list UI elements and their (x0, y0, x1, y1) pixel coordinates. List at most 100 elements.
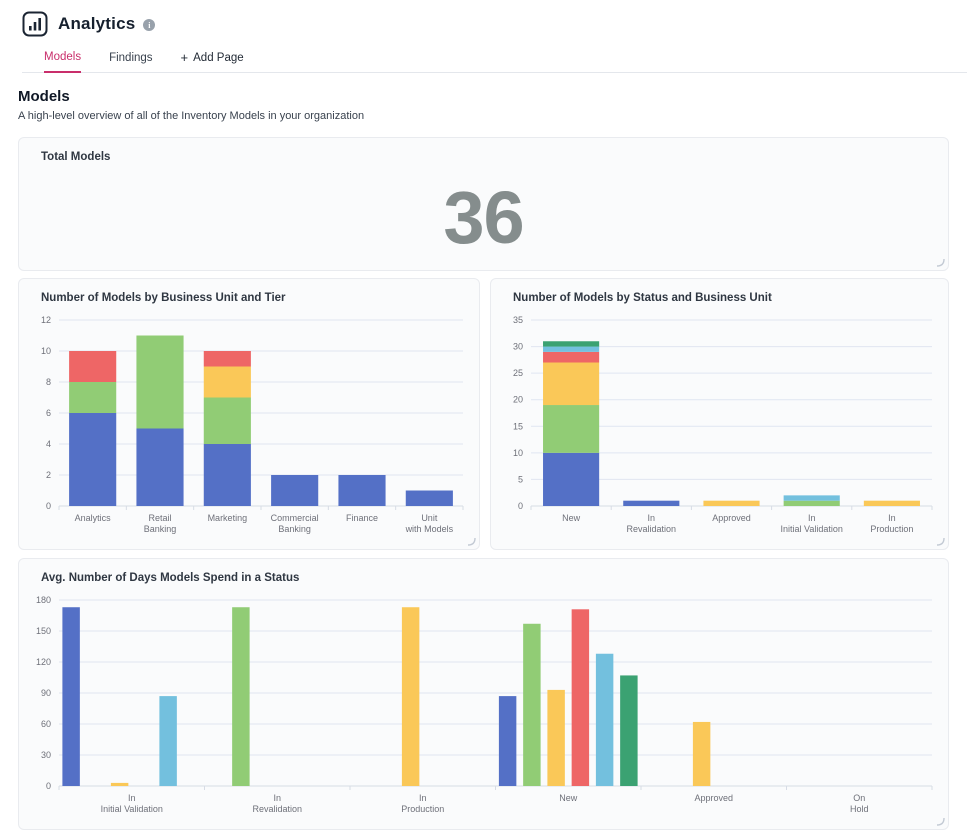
bar[interactable] (595, 653, 614, 786)
svg-text:Approved: Approved (712, 513, 751, 523)
bar-segment[interactable] (543, 346, 600, 352)
resize-handle[interactable] (935, 257, 945, 267)
svg-text:150: 150 (36, 626, 51, 636)
axes (58, 505, 464, 510)
bar-segment[interactable] (69, 351, 117, 382)
svg-text:30: 30 (41, 750, 51, 760)
bar-segment[interactable] (543, 362, 600, 406)
svg-text:2: 2 (46, 470, 51, 480)
resize-handle[interactable] (935, 536, 945, 546)
analytics-app-icon (22, 11, 48, 37)
svg-text:Production: Production (870, 524, 913, 534)
bar-segment[interactable] (863, 500, 920, 506)
svg-text:25: 25 (513, 368, 523, 378)
gridlines (59, 319, 463, 476)
add-page-button[interactable]: + Add Page (181, 47, 244, 72)
bar[interactable] (498, 696, 517, 786)
svg-text:120: 120 (36, 657, 51, 667)
svg-text:Revalidation: Revalidation (627, 524, 677, 534)
axes (530, 505, 933, 510)
bars (543, 341, 920, 506)
svg-text:0: 0 (518, 501, 523, 511)
svg-text:20: 20 (513, 395, 523, 405)
svg-text:Commercial: Commercial (271, 513, 319, 523)
bar-segment[interactable] (338, 475, 386, 506)
resize-handle[interactable] (935, 816, 945, 826)
svg-text:In: In (419, 793, 427, 803)
status-business-unit-card: Number of Models by Status and Business … (490, 278, 949, 550)
tab-bar: Models Findings + Add Page (22, 47, 967, 73)
bar-segment[interactable] (623, 500, 680, 506)
svg-text:Banking: Banking (144, 524, 177, 534)
bar[interactable] (232, 607, 250, 786)
info-icon[interactable]: i (143, 19, 156, 31)
svg-text:with Models: with Models (405, 524, 454, 534)
bar-segment[interactable] (136, 428, 184, 507)
bar-segment[interactable] (69, 382, 117, 413)
svg-text:35: 35 (513, 315, 523, 325)
bar-segment[interactable] (271, 475, 319, 506)
bar-segment[interactable] (69, 413, 117, 506)
bar-segment[interactable] (543, 405, 600, 453)
bar-segment[interactable] (543, 341, 600, 347)
svg-text:8: 8 (46, 377, 51, 387)
svg-text:12: 12 (41, 315, 51, 325)
tab-models[interactable]: Models (44, 47, 82, 73)
bar-segment[interactable] (703, 500, 760, 506)
svg-text:Retail: Retail (148, 513, 171, 523)
svg-text:15: 15 (513, 421, 523, 431)
total-models-value: 36 (443, 175, 524, 259)
bar-segment[interactable] (203, 351, 251, 367)
bar-segment[interactable] (203, 366, 251, 398)
add-page-label: Add Page (193, 51, 244, 64)
svg-text:In: In (808, 513, 816, 523)
svg-text:10: 10 (513, 448, 523, 458)
svg-text:New: New (562, 513, 581, 523)
bar-segment[interactable] (203, 397, 251, 445)
bar[interactable] (159, 696, 177, 786)
bar-segment[interactable] (783, 495, 840, 501)
bar-segment[interactable] (405, 490, 453, 507)
plus-icon: + (180, 50, 189, 65)
bar[interactable] (523, 623, 541, 786)
svg-text:Analytics: Analytics (75, 513, 112, 523)
dashboard-content: Models A high-level overview of all of t… (0, 73, 967, 830)
bars (62, 607, 711, 786)
tab-findings[interactable]: Findings (109, 52, 153, 64)
bar-segment[interactable] (783, 500, 840, 506)
axes (58, 785, 933, 790)
bar[interactable] (401, 607, 420, 786)
page-title: Analytics (58, 14, 136, 33)
svg-text:Approved: Approved (694, 793, 733, 803)
bar[interactable] (62, 607, 80, 786)
svg-text:In: In (273, 793, 281, 803)
bar-segment[interactable] (543, 351, 600, 363)
bar[interactable] (692, 721, 711, 786)
bar-segment[interactable] (136, 335, 184, 429)
svg-text:90: 90 (41, 688, 51, 698)
svg-text:30: 30 (513, 342, 523, 352)
chart-title: Number of Models by Status and Business … (513, 292, 772, 304)
section-title: Models (18, 88, 70, 105)
total-models-title: Total Models (41, 151, 111, 163)
bar[interactable] (110, 782, 129, 786)
bar-segment[interactable] (543, 452, 600, 506)
svg-text:60: 60 (41, 719, 51, 729)
svg-text:6: 6 (46, 408, 51, 418)
business-unit-tier-card: Number of Models by Business Unit and Ti… (18, 278, 480, 550)
bar-segment[interactable] (203, 444, 251, 506)
bar[interactable] (547, 689, 565, 786)
svg-text:180: 180 (36, 595, 51, 605)
svg-text:0: 0 (46, 501, 51, 511)
total-models-card: Total Models 36 (18, 137, 949, 271)
svg-text:0: 0 (46, 781, 51, 791)
svg-text:Marketing: Marketing (208, 513, 248, 523)
bar[interactable] (620, 675, 638, 786)
svg-text:Hold: Hold (850, 804, 869, 814)
resize-handle[interactable] (466, 536, 476, 546)
bar[interactable] (571, 609, 590, 786)
